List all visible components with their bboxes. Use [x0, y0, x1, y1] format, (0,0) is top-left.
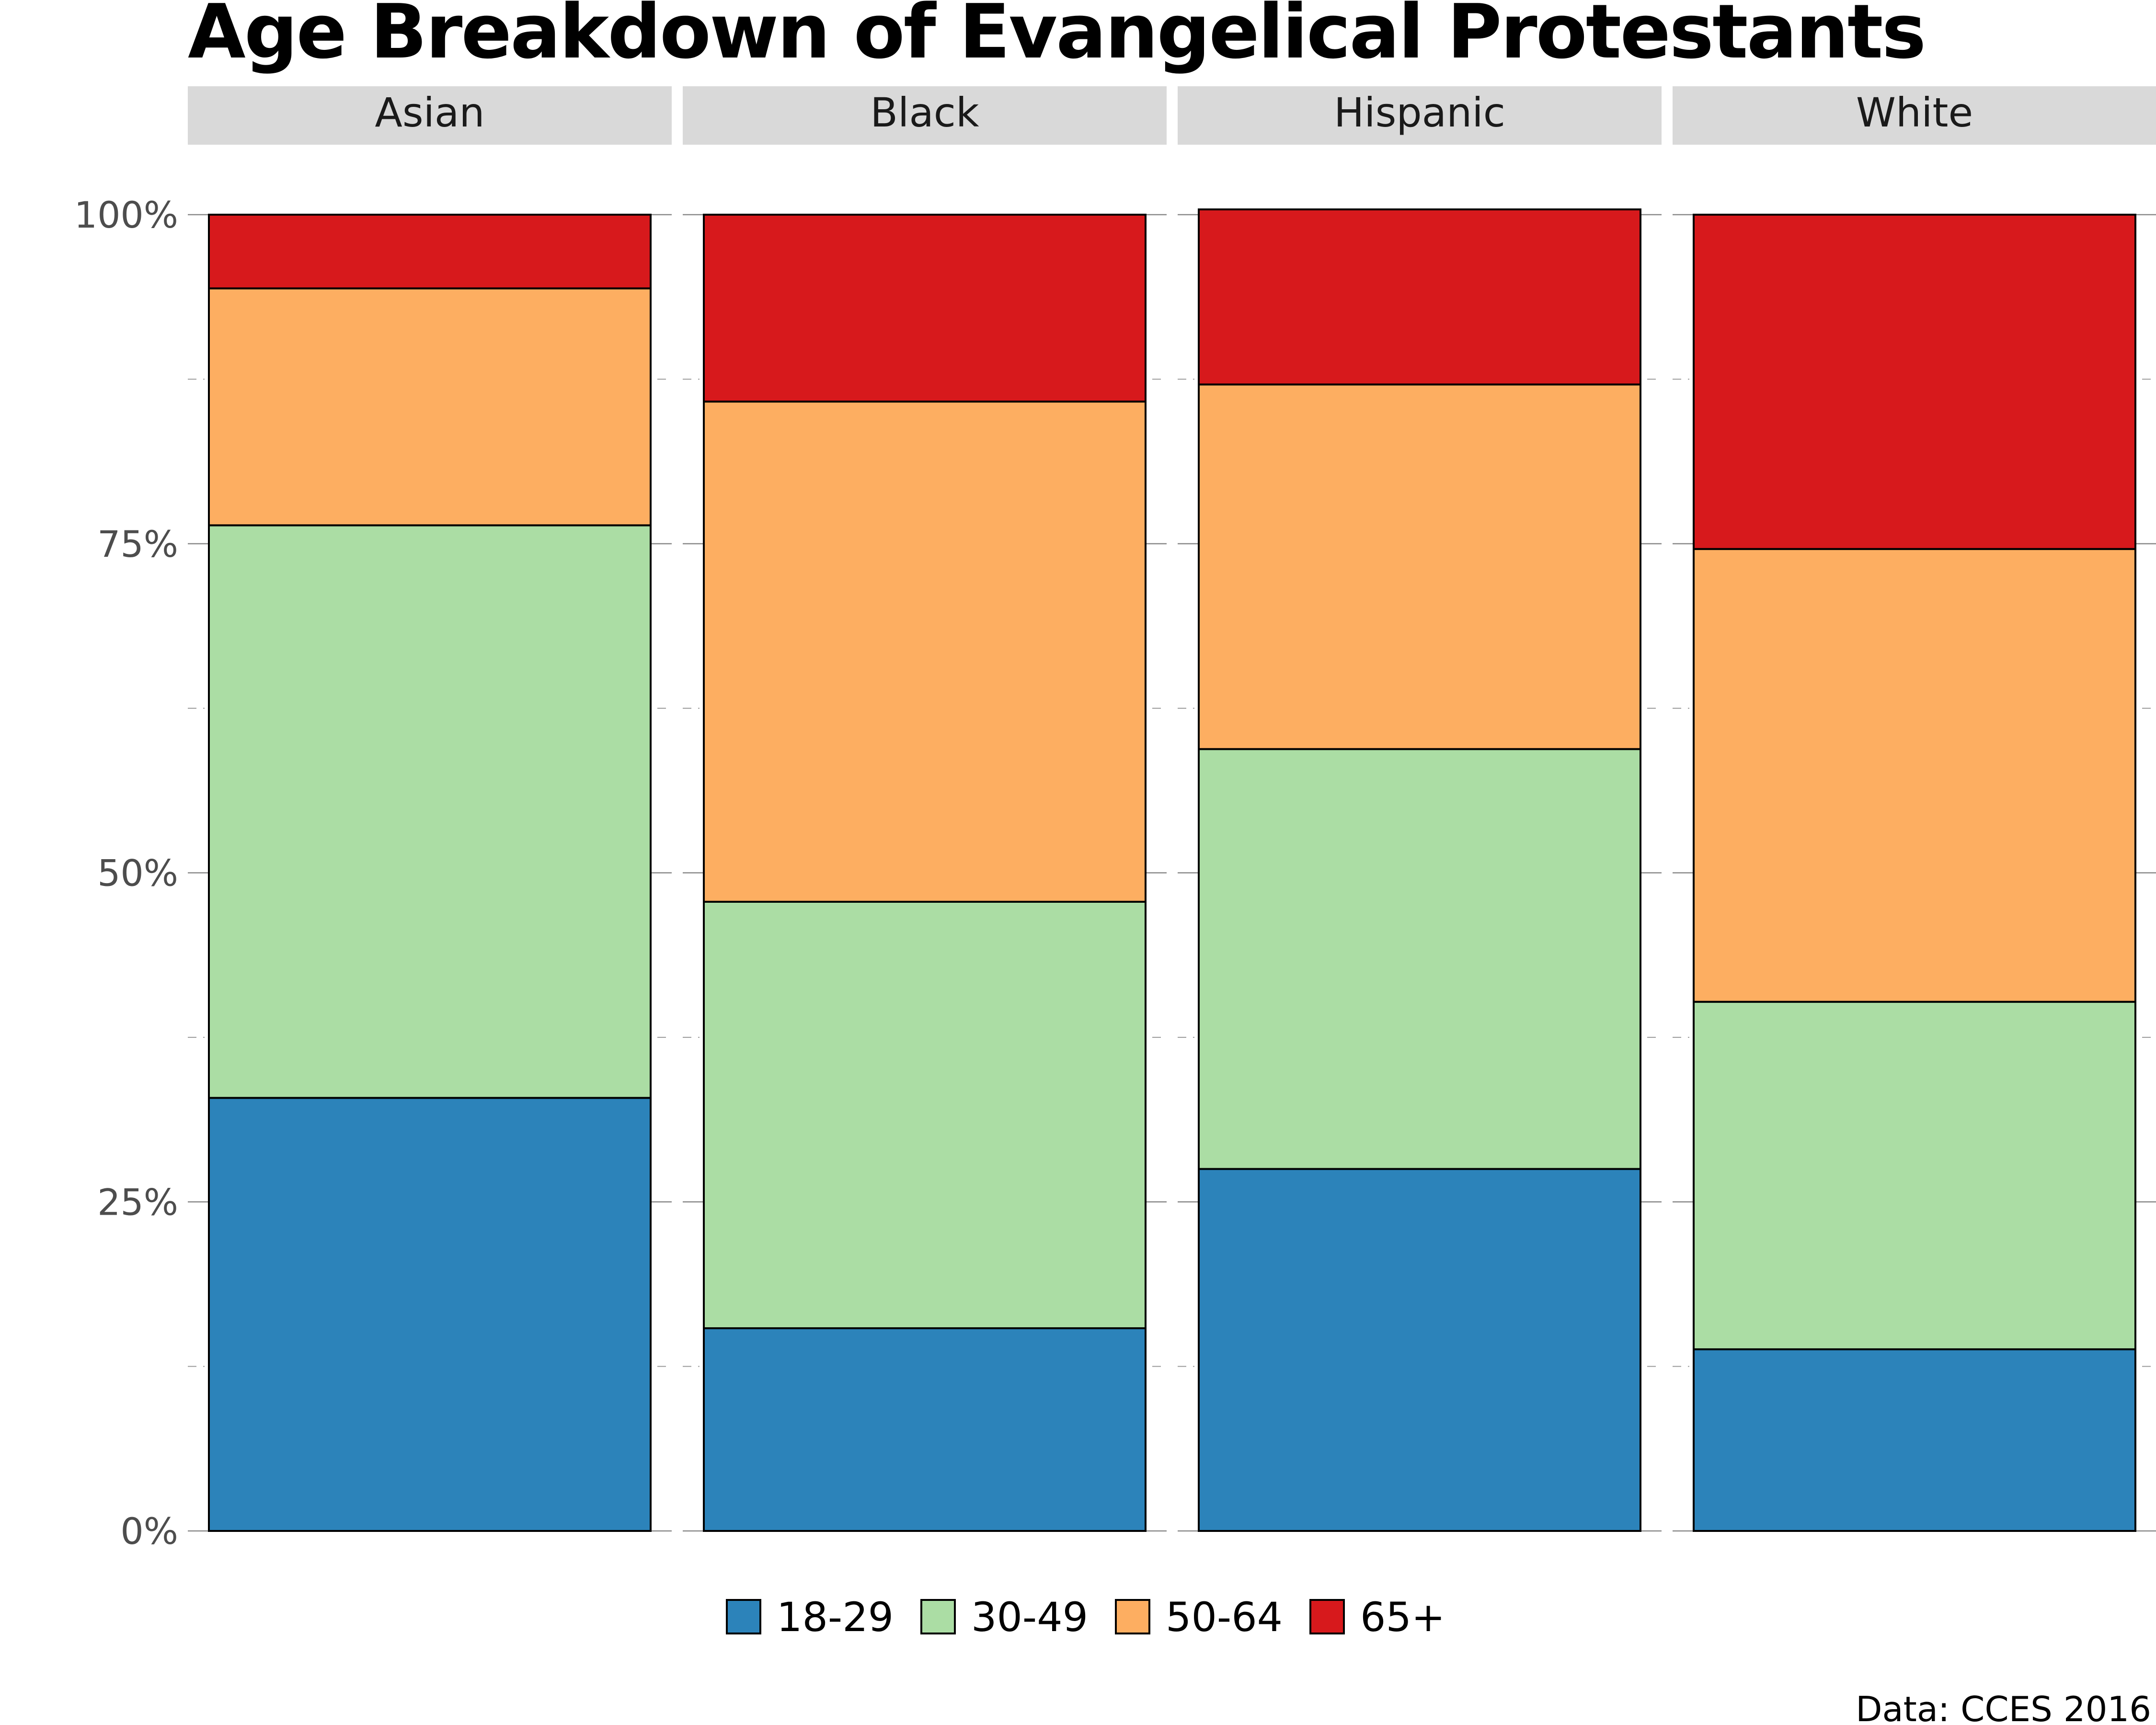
- y-tick-label: 75%: [97, 523, 178, 565]
- bars: [208, 208, 2136, 1532]
- bar-segment-white-65+: [1693, 214, 2136, 550]
- bar-segment-black-18-29: [703, 1327, 1147, 1532]
- facet-strip: [1673, 86, 2156, 145]
- legend: 18-29 30-49 50-64 65+: [726, 1594, 1445, 1641]
- bar-segment-hispanic-30-49: [1198, 748, 1641, 1170]
- y-axis: 0% 25% 50% 75% 100%: [74, 194, 178, 1552]
- legend-key-30-49: [920, 1599, 956, 1634]
- legend-label-18-29: 18-29: [777, 1594, 894, 1641]
- legend-key-18-29: [726, 1599, 761, 1634]
- bar-segment-hispanic-65+: [1198, 208, 1641, 386]
- bar-segment-white-50-64: [1693, 548, 2136, 1003]
- bar-segment-asian-65+: [208, 214, 652, 289]
- y-tick-label: 100%: [74, 194, 178, 236]
- facet-strip: [683, 86, 1167, 145]
- bar-segment-black-30-49: [703, 900, 1147, 1329]
- y-tick-label: 50%: [97, 852, 178, 895]
- bar-segment-asian-50-64: [208, 287, 652, 527]
- bar-segment-asian-18-29: [208, 1097, 652, 1532]
- legend-key-65+: [1309, 1599, 1345, 1634]
- facet-strips: Asian Black Hispanic White: [188, 86, 2156, 145]
- facet-label-hispanic: Hispanic: [1334, 89, 1505, 136]
- facet-label-asian: Asian: [375, 89, 484, 136]
- legend-label-50-64: 50-64: [1166, 1594, 1283, 1641]
- y-tick-label: 25%: [97, 1181, 178, 1223]
- bar-segment-hispanic-18-29: [1198, 1168, 1641, 1532]
- legend-label-30-49: 30-49: [971, 1594, 1088, 1641]
- facet-label-white: White: [1856, 89, 1973, 136]
- facet-strip: [188, 86, 672, 145]
- bar-segment-asian-30-49: [208, 524, 652, 1099]
- y-tick-label: 0%: [120, 1510, 178, 1552]
- bar-segment-hispanic-50-64: [1198, 383, 1641, 750]
- chart-caption: Data: CCES 2016: [1856, 1689, 2151, 1725]
- bar-segment-white-30-49: [1693, 1000, 2136, 1350]
- legend-key-50-64: [1115, 1599, 1150, 1634]
- bar-segment-white-18-29: [1693, 1348, 2136, 1532]
- bar-segment-black-65+: [703, 214, 1147, 403]
- facet-strip: [1178, 86, 1662, 145]
- chart-title: Age Breakdown of Evangelical Protestants: [188, 0, 1925, 75]
- legend-label-65+: 65+: [1360, 1594, 1445, 1641]
- bar-segment-black-50-64: [703, 401, 1147, 903]
- facet-label-black: Black: [870, 89, 979, 136]
